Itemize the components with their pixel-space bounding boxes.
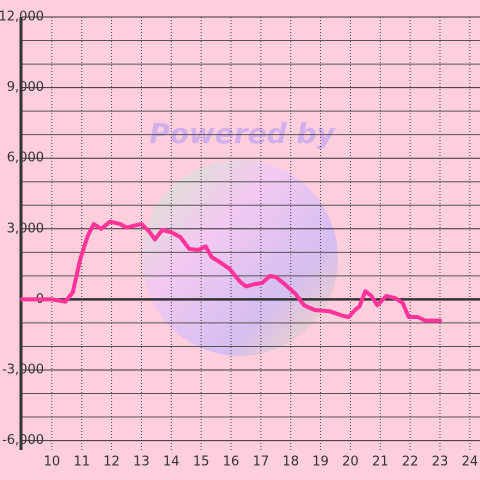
x-tick-label: 12 <box>103 455 120 470</box>
x-tick-label: 11 <box>73 455 90 470</box>
x-tick-label: 10 <box>44 455 61 470</box>
y-tick-label: 3,000 <box>7 221 44 236</box>
watermark-logo <box>142 160 338 356</box>
x-tick-label: 13 <box>133 455 150 470</box>
x-tick-label: 17 <box>253 455 270 470</box>
x-tick-label: 20 <box>342 455 359 470</box>
data-line <box>20 219 442 323</box>
y-tick-label: 9,000 <box>7 80 44 95</box>
x-tick-label: 24 <box>462 455 479 470</box>
x-tick-label: 21 <box>372 455 389 470</box>
x-tick-label: 22 <box>402 455 419 470</box>
x-tick-label: 15 <box>193 455 210 470</box>
x-tick-label: 16 <box>223 455 240 470</box>
x-tick-label: 23 <box>432 455 449 470</box>
y-tick-label: -3,000 <box>2 362 44 377</box>
plot: -6,000-3,00003,0006,0009,00012,000101112… <box>0 10 480 470</box>
x-tick-label: 19 <box>312 455 329 470</box>
y-tick-label: 6,000 <box>7 151 44 166</box>
x-tick-label: 14 <box>163 455 180 470</box>
watermark-text: Powered by <box>149 117 336 150</box>
x-tick-label: 18 <box>282 455 299 470</box>
y-tick-label: -6,000 <box>2 433 44 448</box>
